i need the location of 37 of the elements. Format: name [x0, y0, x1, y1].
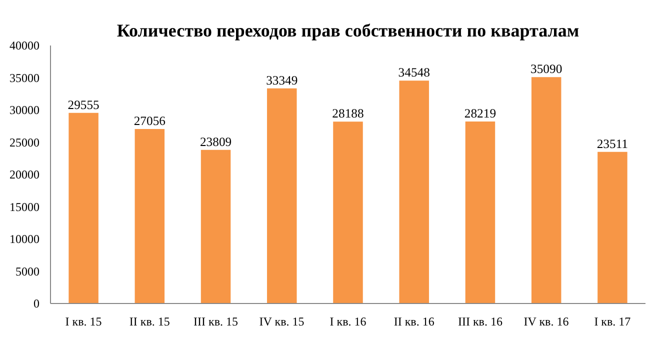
bar — [333, 122, 363, 304]
chart-title: Количество переходов прав собственности по кварталам — [116, 20, 580, 40]
data-label: 35090 — [530, 62, 562, 76]
x-tick-label: I кв. 16 — [330, 314, 366, 328]
y-tick-label: 35000 — [10, 70, 40, 85]
data-label: 27056 — [134, 114, 166, 128]
data-label: 29555 — [68, 98, 100, 112]
x-tick-label: III кв. 15 — [194, 314, 238, 328]
bar — [399, 80, 429, 304]
bar — [134, 128, 165, 304]
x-tick-label: III кв. 16 — [458, 314, 502, 328]
data-label: 28188 — [332, 106, 364, 121]
bar — [68, 112, 98, 304]
y-tick-label: 0 — [34, 296, 40, 310]
y-tick-label: 15000 — [10, 200, 40, 214]
data-label: 33349 — [266, 73, 298, 88]
bar — [200, 150, 231, 304]
x-tick-label: I кв. 15 — [65, 314, 102, 328]
y-tick-label: 20000 — [10, 168, 40, 182]
data-label: 23511 — [596, 136, 628, 151]
x-tick-label: IV кв. 15 — [259, 314, 304, 328]
bar — [531, 77, 562, 304]
y-tick-label: 30000 — [10, 103, 40, 117]
y-tick-label: 40000 — [10, 38, 40, 52]
data-label: 28219 — [464, 106, 496, 120]
bar — [598, 152, 628, 304]
y-tick-label: 5000 — [16, 264, 40, 278]
x-tick-label: II кв. 16 — [394, 314, 434, 328]
y-tick-label: 25000 — [10, 135, 40, 150]
data-label: 34548 — [398, 66, 430, 80]
y-tick-label: 10000 — [10, 232, 40, 246]
x-tick-label: I кв. 17 — [594, 314, 631, 328]
x-tick-label: II кв. 15 — [129, 314, 170, 328]
bar — [267, 88, 297, 304]
data-label: 23809 — [200, 134, 232, 149]
x-tick-label: IV кв. 16 — [524, 314, 569, 328]
bar — [465, 121, 496, 304]
